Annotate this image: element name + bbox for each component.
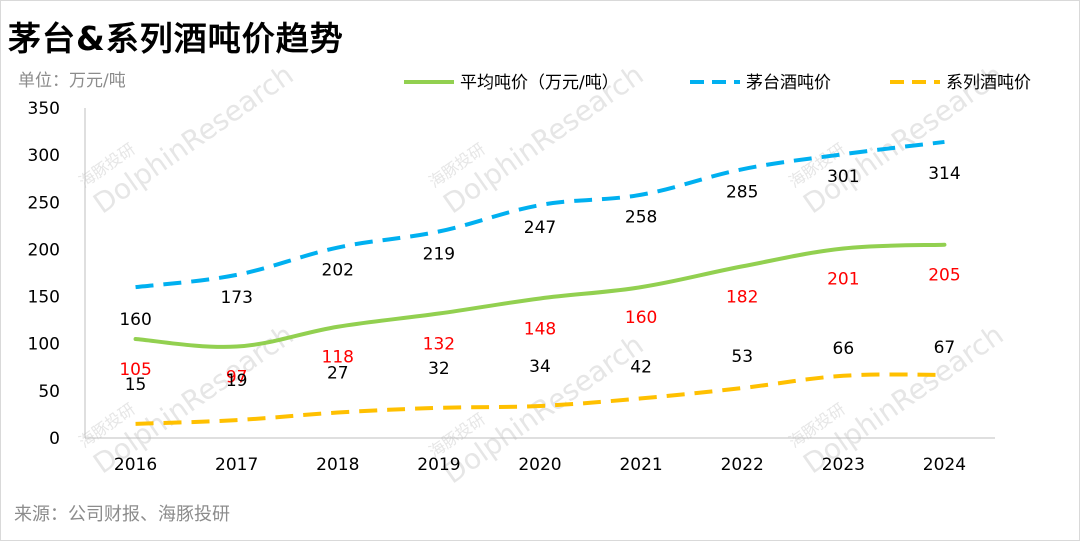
- avg-data-label: 97: [226, 368, 248, 388]
- series-data-label: 34: [529, 357, 551, 377]
- y-tick-label: 100: [28, 335, 60, 355]
- avg-data-label: 201: [827, 269, 859, 289]
- legend-label: 系列酒吨价: [946, 73, 1031, 93]
- avg-data-label: 118: [322, 348, 354, 368]
- legend-label: 茅台酒吨价: [746, 73, 831, 93]
- series-data-label: 27: [327, 364, 349, 384]
- avg-data-label: 132: [423, 335, 455, 355]
- y-tick-label: 250: [28, 193, 60, 213]
- y-tick-label: 200: [28, 240, 60, 260]
- unit-label: 单位：万元/吨: [18, 71, 126, 91]
- moutai-data-label: 202: [322, 261, 354, 281]
- x-tick-label: 2024: [923, 455, 966, 475]
- series-data-label: 15: [125, 375, 147, 395]
- x-tick-label: 2022: [721, 455, 764, 475]
- moutai-data-label: 301: [827, 167, 859, 187]
- chart-title: 茅台&系列酒吨价趋势: [8, 19, 344, 58]
- avg-price-line: [133, 242, 947, 349]
- moutai-data-label: 219: [423, 245, 455, 265]
- series-data-label: 19: [226, 371, 248, 391]
- moutai-data-label: 247: [524, 218, 556, 238]
- watermark-brand: DolphinResearch: [87, 58, 299, 220]
- y-tick-label: 0: [49, 429, 60, 449]
- avg-data-label: 160: [625, 308, 657, 328]
- y-tick-label: 350: [28, 99, 60, 119]
- x-tick-label: 2019: [417, 455, 460, 475]
- axes: 0 50 100 150 200 250 300 350 2016 2017 2018 2019 202…: [28, 99, 995, 475]
- x-tick-label: 2017: [215, 455, 258, 475]
- y-tick-label: 150: [28, 288, 60, 308]
- moutai-data-label: 314: [928, 164, 960, 184]
- series-data-label: 67: [934, 338, 956, 358]
- moutai-data-label: 285: [726, 182, 758, 202]
- legend: 平均吨价（万元/吨） 茅台酒吨价 系列酒吨价: [404, 73, 1031, 93]
- moutai-data-label: 258: [625, 208, 657, 228]
- avg-data-label: 148: [524, 319, 556, 339]
- moutai-data-label: 173: [220, 288, 252, 308]
- x-tick-label: 2020: [518, 455, 561, 475]
- legend-label: 平均吨价（万元/吨）: [460, 73, 619, 93]
- moutai-data-label: 160: [119, 310, 151, 330]
- avg-data-label: 205: [928, 266, 960, 286]
- x-tick-label: 2016: [114, 455, 157, 475]
- y-tick-label: 300: [28, 146, 60, 166]
- y-tick-label: 50: [38, 382, 60, 402]
- x-tick-label: 2023: [822, 455, 865, 475]
- series-data-label: 66: [833, 339, 855, 359]
- avg-data-label: 105: [119, 360, 151, 380]
- series-data-label: 42: [630, 357, 652, 377]
- series-lines: [133, 139, 947, 426]
- x-tick-label: 2021: [619, 455, 662, 475]
- series-data-label: 32: [428, 359, 450, 379]
- series-price-line: [135, 372, 945, 426]
- x-tick-label: 2018: [316, 455, 359, 475]
- data-labels: 160 173 202 219 247 258 285 301 314 105 97 118 132 14…: [119, 164, 960, 395]
- series-data-label: 53: [731, 347, 753, 367]
- source-note: 来源：公司财报、海豚投研: [14, 504, 230, 525]
- avg-data-label: 182: [726, 287, 758, 307]
